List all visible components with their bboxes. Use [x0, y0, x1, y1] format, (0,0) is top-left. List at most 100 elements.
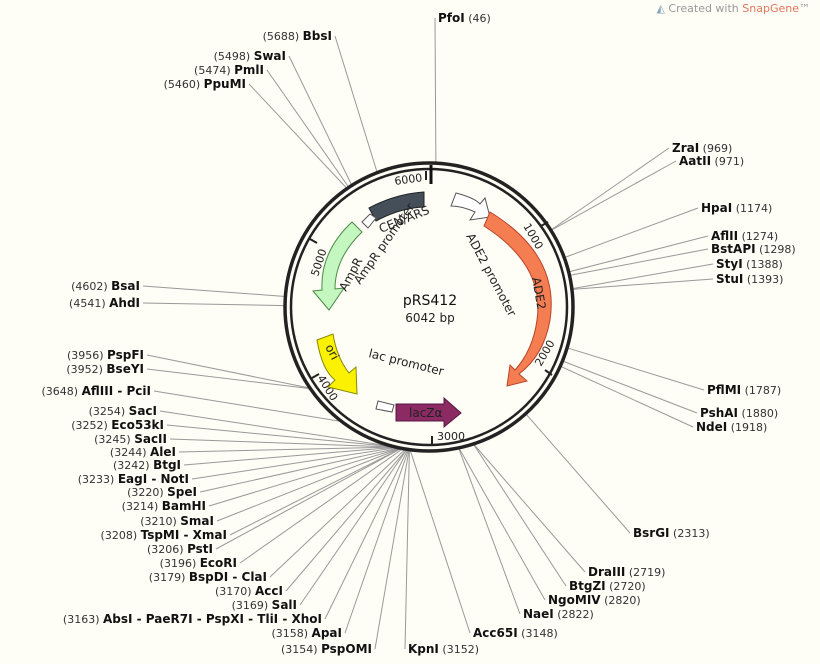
site-position: (5474) — [194, 64, 234, 77]
site-position: (3242) — [113, 459, 153, 472]
site-name: ApaI — [312, 626, 342, 640]
site-position: (2313) — [670, 527, 710, 540]
site-name: AccI — [255, 584, 283, 598]
site-position: (3206) — [147, 543, 187, 556]
site-position: (2720) — [606, 580, 646, 593]
tick-marks — [309, 171, 553, 445]
site-name: PstI — [187, 542, 213, 556]
site-position: (4602) — [71, 280, 111, 293]
site-label: (3233) EagI - NotI — [78, 472, 189, 486]
site-name: SalI — [272, 598, 297, 612]
leader-line — [239, 448, 404, 564]
site-label: (3163) AbsI - PaeR7I - PspXI - TliI - Xh… — [63, 612, 322, 626]
feature-lac-promoter — [375, 400, 395, 413]
site-label: (3220) SpeI — [127, 485, 197, 499]
site-position: (1388) — [743, 258, 783, 271]
site-label: PshAI (1880) — [700, 406, 778, 420]
site-label: AatII (971) — [679, 154, 744, 168]
site-name: Acc65I — [473, 626, 518, 640]
site-position: (4541) — [69, 297, 109, 310]
site-name: BbsI — [303, 29, 332, 43]
site-position: (2822) — [554, 608, 594, 621]
leader-line — [146, 354, 311, 389]
site-position: (5498) — [214, 50, 254, 63]
leader-line — [288, 55, 353, 186]
leader-line — [266, 69, 350, 188]
leader-line — [473, 443, 586, 573]
site-label: BstAPI (1298) — [711, 242, 796, 256]
site-label: (3208) TspMI - XmaI — [101, 528, 227, 542]
site-label: NdeI (1918) — [696, 420, 767, 434]
site-label: (5460) PpuMI — [164, 77, 246, 91]
site-position: (1174) — [732, 202, 772, 215]
snapgene-credit: ◭ Created with SnapGene™ — [656, 2, 810, 15]
credit-suffix: ™ — [799, 2, 810, 15]
leader-line — [569, 248, 709, 276]
feature-ampr-promoter — [361, 213, 377, 229]
leader-line — [299, 449, 408, 606]
site-position: (3952) — [66, 363, 106, 376]
site-position: (3148) — [518, 627, 558, 640]
site-name: AatII — [679, 154, 711, 168]
credit-brand: SnapGene — [742, 2, 799, 15]
site-position: (3956) — [67, 349, 107, 362]
leader-line — [191, 447, 398, 480]
leader-line — [550, 147, 670, 231]
leader-line — [248, 83, 348, 189]
site-position: (3169) — [232, 599, 272, 612]
feature-label-ade2-inner: ADE2 — [529, 276, 548, 311]
leader-line — [564, 207, 699, 259]
site-position: (1393) — [743, 273, 783, 286]
leader-line — [324, 449, 409, 620]
site-name: AhdI — [109, 296, 140, 310]
site-name: BamHI — [162, 499, 206, 513]
leader-line — [183, 446, 397, 466]
leader-line — [568, 235, 709, 273]
site-label: (3206) PstI — [147, 542, 213, 556]
site-label: (3196) EcoRI — [160, 556, 237, 570]
leader-line — [146, 368, 311, 390]
site-position: (3648) — [42, 385, 82, 398]
site-name: HpaI — [701, 201, 732, 215]
site-name: PmlI — [234, 63, 264, 77]
feature-label-lacz-inner: lacZα — [409, 406, 443, 420]
site-label: (3252) Eco53kI — [71, 418, 164, 432]
site-position: (1298) — [756, 243, 796, 256]
site-label: BsrGI (2313) — [633, 526, 710, 540]
site-label: DraIII (2719) — [588, 565, 665, 579]
leader-line — [409, 449, 471, 634]
site-label: NaeI (2822) — [523, 607, 594, 621]
site-label: BtgZI (2720) — [569, 579, 646, 593]
site-name: DraIII — [588, 565, 625, 579]
site-name: BsrGI — [633, 526, 670, 540]
site-position: (2719) — [625, 566, 665, 579]
site-name: PfoI — [438, 11, 465, 25]
leader-line — [199, 447, 400, 493]
site-labels: PfoI (46) ZraI (969)AatII (971) HpaI (1174… — [42, 11, 796, 656]
site-name: AflIII - PciI — [82, 384, 151, 398]
site-position: (1274) — [738, 230, 778, 243]
site-name: AbsI - PaeR7I - PspXI - TliI - XhoI — [103, 612, 322, 626]
site-label: StuI (1393) — [716, 272, 783, 286]
site-label: (3179) BspDI - ClaI — [149, 570, 267, 584]
site-position: (3220) — [127, 486, 167, 499]
leader-line — [344, 449, 410, 634]
credit-prefix: Created with — [668, 2, 743, 15]
site-label: PflMI (1787) — [707, 383, 781, 397]
site-position: (3233) — [78, 473, 118, 486]
site-position: (3254) — [89, 405, 129, 418]
leader-line — [269, 448, 406, 578]
plasmid-length: 6042 bp — [405, 311, 455, 325]
feature-label-ori-inner: ori — [322, 342, 342, 362]
site-name: BspDI - ClaI — [189, 570, 267, 584]
site-position: (5460) — [164, 78, 204, 91]
site-name: ZraI — [672, 141, 699, 155]
site-label: (4541) AhdI — [69, 296, 140, 310]
site-name: BtgZI — [569, 579, 606, 593]
site-label: (3952) BseYI — [66, 362, 144, 376]
site-name: EcoRI — [200, 556, 237, 570]
site-name: StyI — [716, 257, 743, 271]
site-position: (46) — [465, 12, 491, 25]
site-name: PflMI — [707, 383, 741, 397]
site-label: (3214) BamHI — [122, 499, 206, 513]
